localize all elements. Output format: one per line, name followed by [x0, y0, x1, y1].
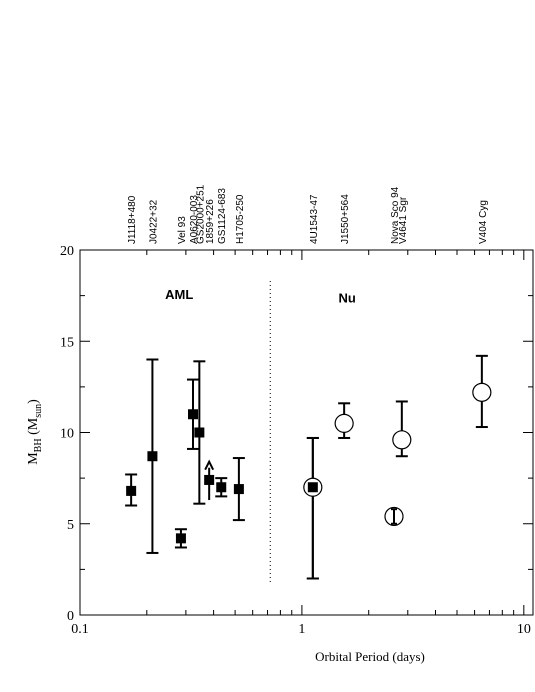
y-tick-label: 15 [60, 335, 74, 350]
region-labels: AML Nu [165, 287, 356, 306]
data-point-circle [334, 413, 354, 433]
top-source-label: Nova Sco 94 [390, 186, 401, 244]
data-point-square [233, 484, 244, 495]
y-axis-label-main: M [26, 452, 41, 465]
x-tick-label: 0.1 [71, 622, 89, 637]
region-label: AML [165, 287, 193, 302]
data-point-square [175, 533, 186, 544]
top-source-label: H1705-250 [235, 194, 246, 244]
data-point-square [216, 482, 227, 493]
top-source-label: GS1124-683 [217, 188, 228, 244]
data-point-square [307, 482, 318, 493]
top-source-label: J1118+480 [127, 195, 138, 244]
top-source-label: 1859+226 [205, 199, 216, 244]
y-axis-label: MBH (Msun) [26, 399, 44, 465]
x-tick-label: 10 [517, 622, 531, 637]
top-source-labels: J1118+480 J0422+32 Vel 93 A0620-003GS2000+2… [127, 184, 489, 244]
x-tick-label: 1 [298, 622, 305, 637]
y-tick-label: 10 [60, 427, 74, 442]
data-point-square [126, 485, 137, 496]
y-tick-label: 0 [67, 609, 74, 624]
y-tick-label: 20 [60, 244, 74, 259]
y-axis-ticks: 0 5 10 15 20 [60, 244, 533, 624]
lower-limit-arrowhead [204, 459, 215, 471]
region-label: Nu [339, 290, 356, 305]
top-source-label: 4U1543-47 [309, 194, 320, 244]
data-point-circle [392, 430, 412, 450]
data-point-square [204, 474, 215, 485]
x-axis-ticks: 0.1 1 10 [71, 250, 531, 637]
data-point-circle [472, 382, 492, 402]
x-axis-label: Orbital Period (days) [315, 649, 425, 664]
top-source-label: A0620-003 [189, 195, 200, 244]
y-axis-label-unit-close: ) [26, 399, 41, 404]
y-axis-label-unit-sub: sun [33, 404, 44, 418]
top-source-label: GS2000+251 [195, 184, 206, 244]
data-point-square [194, 427, 205, 438]
y-tick-label: 5 [67, 518, 74, 533]
top-source-label: J1550+564 [340, 194, 351, 244]
top-source-label: V404 Cyg [478, 200, 489, 244]
y-axis-label-unit-open: (M [26, 417, 41, 438]
y-axis-label-sub: BH [33, 438, 44, 452]
top-source-label: V4641 Sgr [398, 196, 409, 244]
top-source-label: J0422+32 [148, 199, 159, 244]
plot-frame [79, 249, 534, 616]
data-points [125, 354, 492, 580]
data-point-square [147, 451, 158, 462]
data-point-square [187, 409, 198, 420]
top-source-label: Vel 93 [177, 216, 188, 244]
